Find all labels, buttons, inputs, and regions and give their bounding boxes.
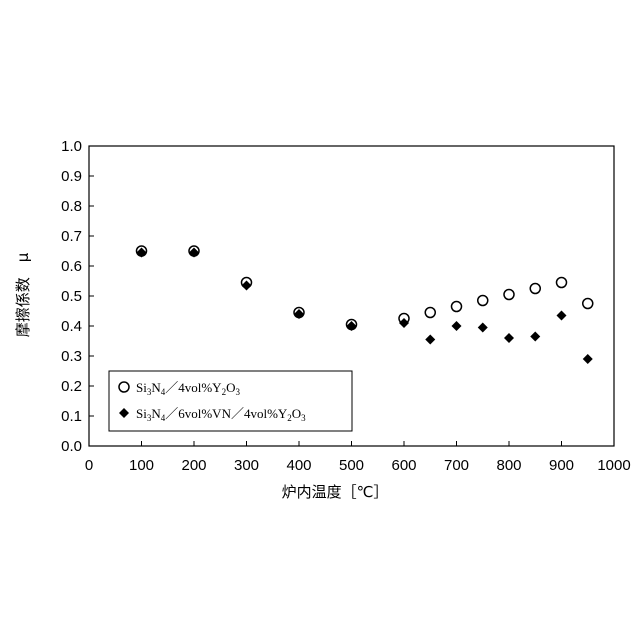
series-2-point bbox=[557, 311, 567, 321]
x-tick-label: 700 bbox=[444, 457, 469, 474]
legend-marker-circle bbox=[119, 382, 129, 392]
x-axis-title: 炉内温度［℃］ bbox=[282, 483, 389, 501]
y-tick-label: 0.6 bbox=[61, 258, 82, 275]
x-tick-label: 500 bbox=[339, 457, 364, 474]
series-2-point bbox=[530, 332, 540, 342]
series-1-point bbox=[452, 302, 462, 312]
series-1-point bbox=[530, 284, 540, 294]
series-1-point bbox=[425, 308, 435, 318]
x-tick-label: 200 bbox=[181, 457, 206, 474]
y-tick-label: 0.7 bbox=[61, 228, 82, 245]
series-2-point bbox=[504, 333, 514, 343]
series-1-point bbox=[583, 299, 593, 309]
y-tick-label: 1.0 bbox=[61, 138, 82, 155]
y-tick-label: 0.2 bbox=[61, 378, 82, 395]
x-tick-label: 1000 bbox=[597, 457, 630, 474]
series-1-point bbox=[557, 278, 567, 288]
x-tick-label: 0 bbox=[85, 457, 93, 474]
x-tick-label: 100 bbox=[129, 457, 154, 474]
y-tick-label: 0.0 bbox=[61, 438, 82, 455]
series-1-point bbox=[504, 290, 514, 300]
data-marks bbox=[137, 246, 593, 364]
y-tick-label: 0.4 bbox=[61, 318, 82, 335]
y-axis-title: 摩擦係数 μ bbox=[14, 252, 32, 337]
series-2-point bbox=[452, 321, 462, 331]
series-2-point bbox=[425, 335, 435, 345]
y-tick-label: 0.3 bbox=[61, 348, 82, 365]
y-tick-label: 0.1 bbox=[61, 408, 82, 425]
series-2-point bbox=[583, 354, 593, 364]
y-tick-label: 0.8 bbox=[61, 198, 82, 215]
y-tick-label: 0.9 bbox=[61, 168, 82, 185]
x-tick-label: 900 bbox=[549, 457, 574, 474]
x-tick-label: 800 bbox=[496, 457, 521, 474]
series-2-point bbox=[478, 323, 488, 333]
series-1-point bbox=[478, 296, 488, 306]
legend: Si3N4／4vol%Y2O3 Si3N4／6vol%VN／4vol%Y2O3 bbox=[109, 371, 352, 431]
x-tick-label: 300 bbox=[234, 457, 259, 474]
y-tick-label: 0.5 bbox=[61, 288, 82, 305]
x-tick-label: 400 bbox=[286, 457, 311, 474]
x-tick-label: 600 bbox=[391, 457, 416, 474]
